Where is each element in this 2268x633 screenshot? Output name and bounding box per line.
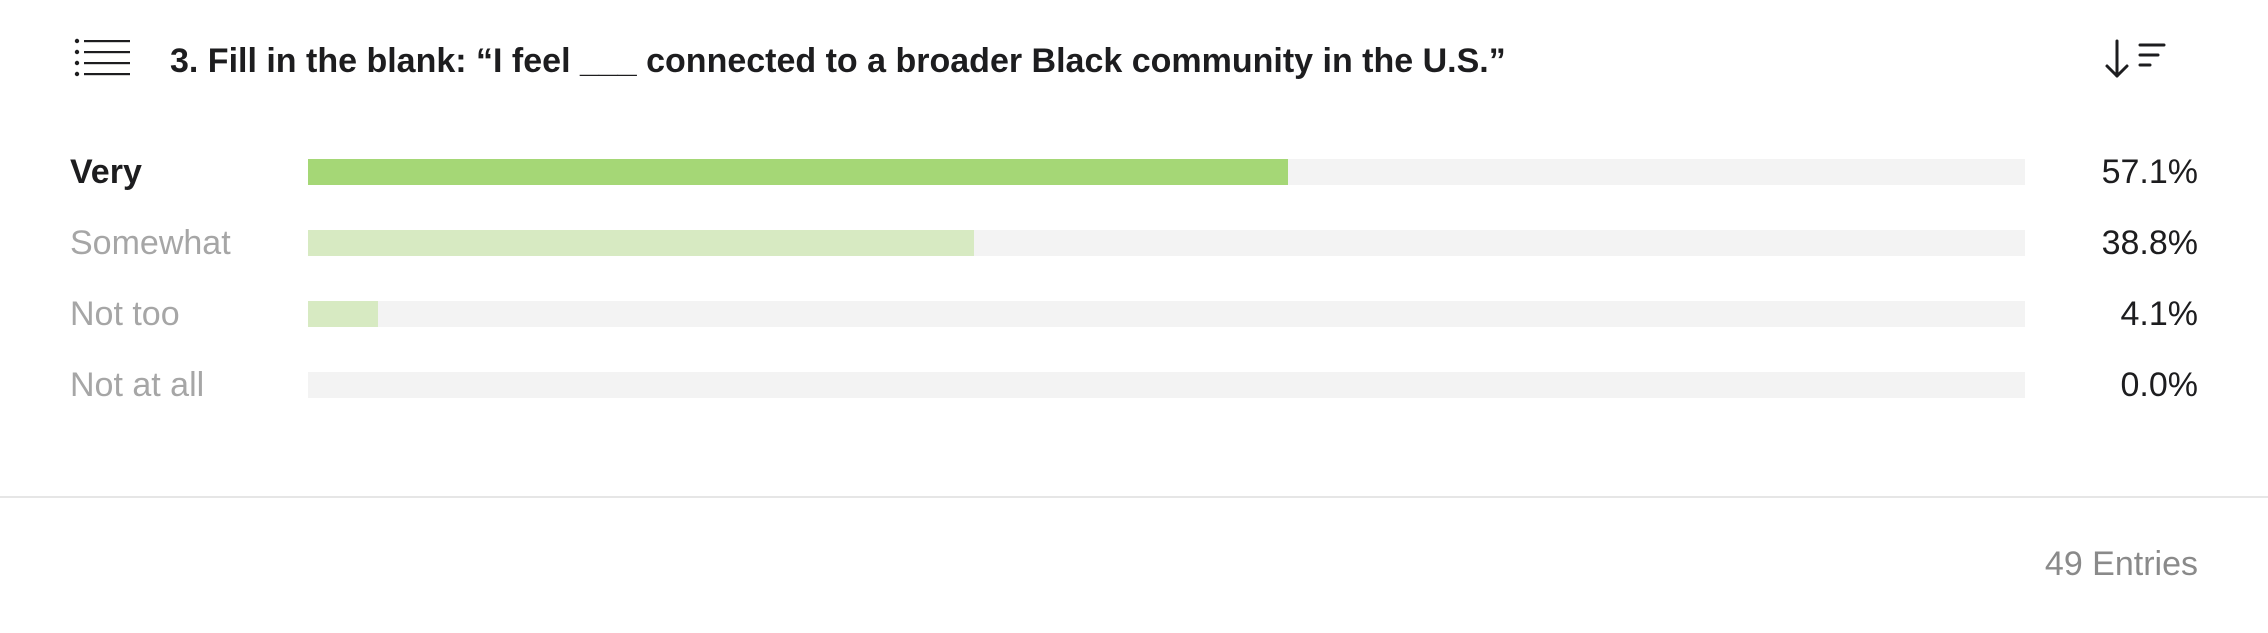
response-row: Not at all 0.0% (0, 361, 2268, 409)
entries-count: 49 Entries (2044, 545, 2198, 583)
bar-track (308, 230, 2025, 256)
bar-track (308, 159, 2025, 185)
response-label: Not at all (70, 366, 205, 404)
response-row: Not too 4.1% (0, 290, 2268, 338)
response-bar-chart: Very 57.1% Somewhat 38.8% Not too 4.1% Not at … (0, 148, 2268, 409)
response-percentage: 4.1% (2120, 295, 2199, 333)
question-header: 3. Fill in the blank: “I feel ___ connec… (0, 0, 2268, 120)
sort-descending-icon[interactable] (2104, 38, 2168, 80)
bar (308, 159, 1288, 185)
bar (308, 301, 378, 327)
response-row: Somewhat 38.8% (0, 219, 2268, 267)
response-percentage: 57.1% (2101, 153, 2198, 191)
question-title: 3. Fill in the blank: “I feel ___ connec… (170, 42, 1506, 80)
bar (308, 230, 974, 256)
response-label: Not too (70, 295, 180, 333)
response-percentage: 38.8% (2101, 224, 2198, 262)
response-label: Somewhat (70, 224, 231, 262)
bar-track (308, 301, 2025, 327)
response-row: Very 57.1% (0, 148, 2268, 196)
bar-track (308, 372, 2025, 398)
response-label: Very (70, 153, 142, 191)
list-icon (74, 38, 130, 77)
footer-divider (0, 496, 2268, 498)
response-percentage: 0.0% (2120, 366, 2199, 404)
